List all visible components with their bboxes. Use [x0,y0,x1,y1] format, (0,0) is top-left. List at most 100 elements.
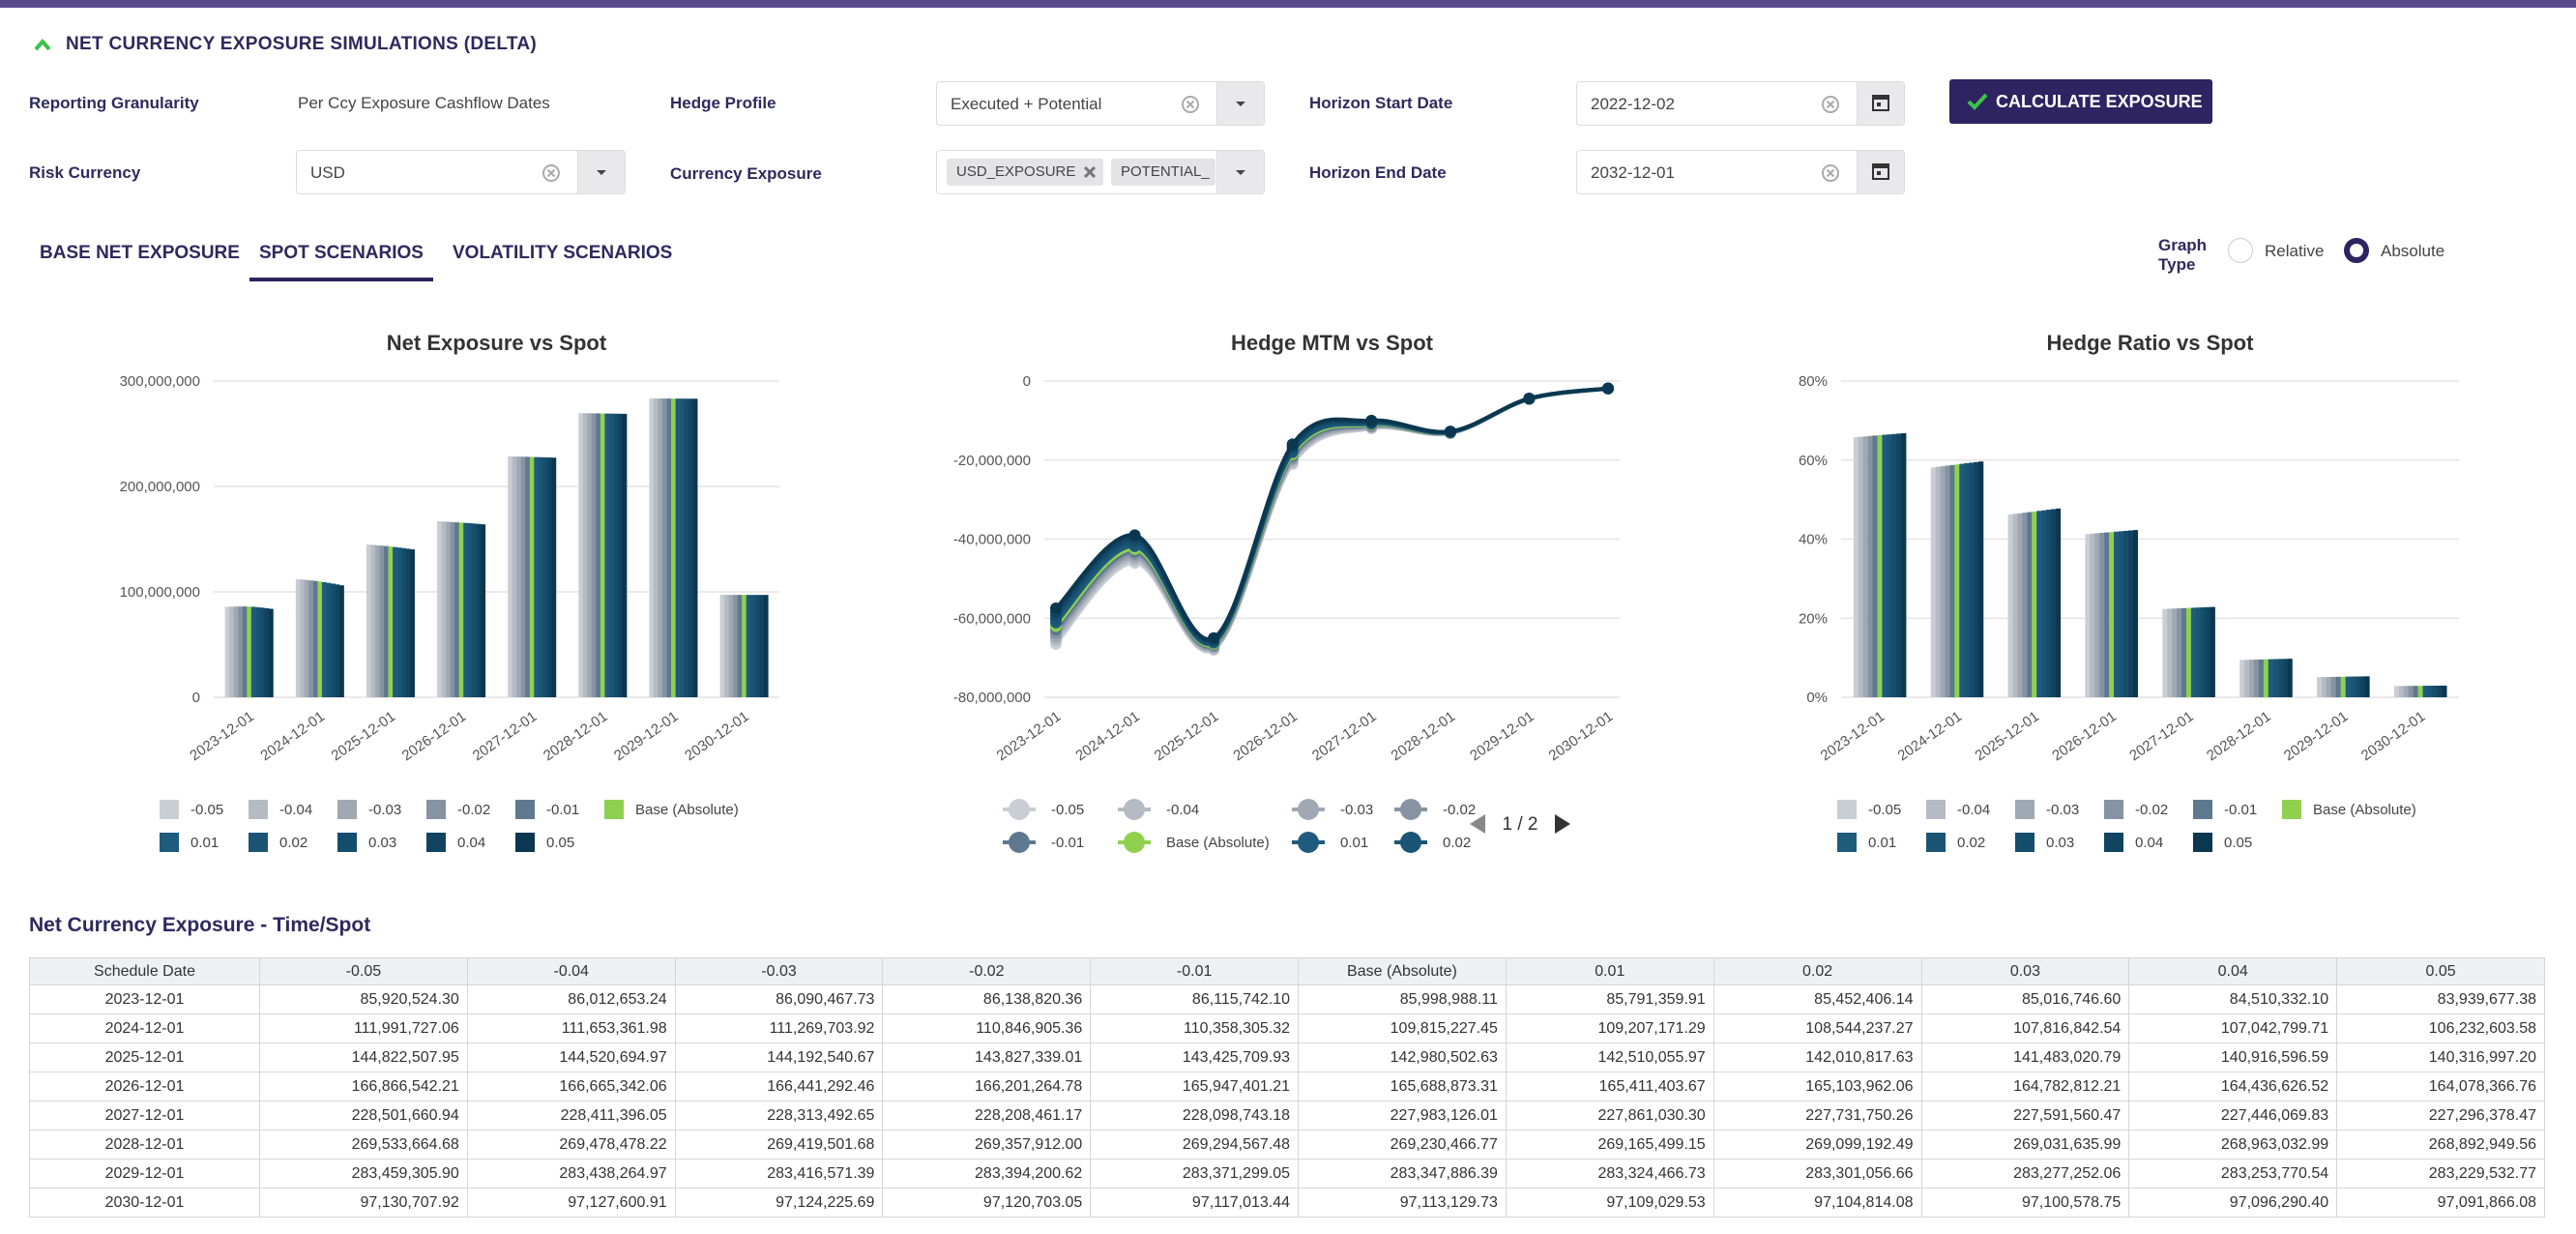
radio-label[interactable]: Relative [2265,242,2325,260]
date-input[interactable]: 2022-12-02 [1576,81,1905,126]
value-cell: 283,371,299.05 [1090,1159,1300,1189]
clear-icon[interactable] [1821,163,1840,183]
bar [401,547,406,697]
bar [300,579,306,697]
field-label: Reporting Granularity [29,94,199,112]
legend-swatch [2193,833,2212,852]
y-tick-label: 200,000,000 [120,479,200,495]
radio-label[interactable]: Absolute [2381,242,2445,260]
tab[interactable]: BASE NET EXPOSURE [40,243,240,263]
bar [2355,676,2360,697]
bar [2118,531,2124,697]
x-tick-label: 2025-12-01 [1972,708,2042,764]
bar [2330,676,2337,697]
bar [662,398,667,697]
bar [600,413,605,697]
bar [2442,685,2447,697]
bar [374,544,380,697]
value-cell: 164,782,812.21 [1920,1072,2130,1102]
legend-marker [1009,832,1030,853]
value-cell: 269,478,478.22 [466,1130,676,1160]
value-cell: 85,452,406.14 [1712,984,1922,1014]
bar [2094,533,2100,697]
select[interactable]: Executed + Potential [936,81,1265,126]
field-label: Horizon End Date [1309,163,1447,182]
clear-icon[interactable] [1181,95,1200,114]
column-header: 0.03 [1920,957,2130,985]
bar [2162,608,2168,697]
x-tick-label: 2027-12-01 [470,708,541,764]
radio[interactable] [2344,238,2369,263]
bar [446,521,451,697]
legend-prev[interactable] [1470,814,1485,834]
value-cell: 228,411,396.05 [466,1101,676,1131]
bar [724,595,729,697]
x-tick-label: 2026-12-01 [399,708,470,764]
value-cell: 97,124,225.69 [674,1188,884,1218]
chip-remove[interactable] [1084,166,1096,178]
select[interactable]: USD [296,150,626,194]
collapse-icon[interactable] [33,37,52,52]
value-cell: 283,416,571.39 [674,1159,884,1189]
bar [1964,463,1970,697]
bar [737,595,743,697]
bar [2017,513,2023,697]
clear-icon[interactable] [542,163,561,183]
bar [330,583,336,697]
bar [516,456,522,697]
bar [304,579,309,697]
x-tick-label: 2024-12-01 [257,708,328,764]
legend-label: 0.03 [2046,835,2074,851]
legend-next[interactable] [1555,814,1570,834]
tab[interactable]: VOLATILITY SCENARIOS [453,243,673,263]
point [1523,392,1536,404]
value-cell: 109,207,171.29 [1505,1014,1714,1043]
clear-icon[interactable] [1821,95,1840,114]
legend-swatch [2193,800,2212,819]
legend-marker [1009,799,1030,820]
date-cell: 2023-12-01 [29,984,260,1014]
bar [680,398,685,697]
radio[interactable] [2228,238,2253,263]
bar [2090,533,2095,697]
bar [2022,513,2028,697]
calendar-button[interactable] [1857,82,1904,125]
calculate-button[interactable]: CALCULATE EXPOSURE [1949,79,2212,124]
legend-label: 0.03 [368,835,396,851]
bar [2200,607,2207,697]
bar [450,521,455,697]
bar [529,456,535,697]
calendar-button[interactable] [1857,151,1904,193]
bar [604,413,610,697]
value-cell: 108,544,237.27 [1712,1014,1922,1043]
bar [1896,433,1902,697]
bar [591,413,597,697]
multi-select[interactable]: USD_EXPOSURE POTENTIAL_ [936,150,1265,194]
value-cell: 97,113,129.73 [1298,1188,1507,1218]
legend-swatch [249,800,268,819]
value-cell: 228,501,660.94 [259,1101,468,1131]
dropdown-button[interactable] [577,151,625,193]
bar [2422,686,2428,697]
bar [481,524,486,697]
bar [2132,530,2139,697]
field-label: Risk Currency [29,163,141,182]
bar [2172,608,2178,697]
legend-label: -0.03 [2046,802,2079,818]
date-input[interactable]: 2032-12-01 [1576,150,1905,194]
legend-page: 1 / 2 [1503,814,1538,835]
legend-label: Base (Absolute) [635,802,739,818]
value-cell: 97,130,707.92 [259,1188,468,1218]
top-bar [0,0,2576,8]
value-cell: 85,920,524.30 [259,984,468,1014]
value-cell: 227,591,560.47 [1920,1101,2130,1131]
x-tick-label: 2030-12-01 [682,708,752,764]
table-row: 2028-12-01 269,533,664.68 269,478,478.22 26… [29,1130,2545,1160]
x-tick-label: 2025-12-01 [1152,708,1222,764]
bar [2239,660,2245,697]
dropdown-button[interactable] [1216,151,1264,193]
bar [538,456,543,697]
dropdown-button[interactable] [1216,82,1264,125]
bar [2195,607,2202,697]
tab[interactable]: SPOT SCENARIOS [249,243,433,281]
